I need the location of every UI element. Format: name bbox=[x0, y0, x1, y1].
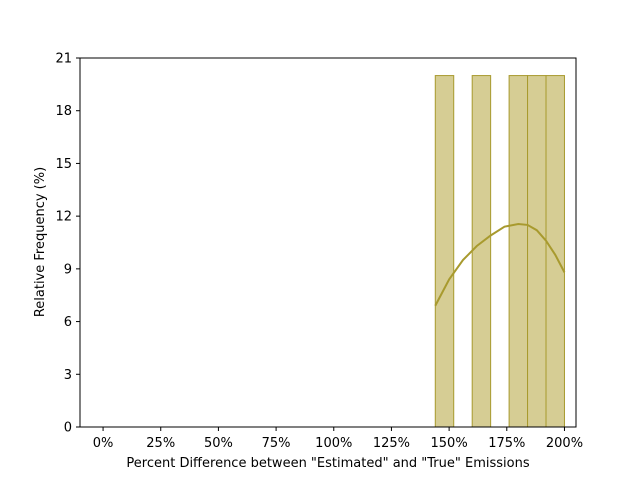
y-tick-label: 6 bbox=[64, 315, 72, 330]
histogram-bar-2 bbox=[508, 75, 529, 428]
y-tick-label: 3 bbox=[64, 368, 72, 383]
bars-layer bbox=[434, 75, 565, 428]
y-axis: 0 3 6 9 12 15 18 21 bbox=[55, 52, 80, 436]
y-tick-label: 9 bbox=[64, 262, 72, 277]
x-tick-label: 200% bbox=[546, 436, 583, 451]
x-tick-label: 100% bbox=[315, 436, 352, 451]
kde-curve bbox=[434, 223, 566, 307]
y-tick-label: 21 bbox=[55, 52, 72, 67]
y-tick-label: 15 bbox=[55, 157, 72, 172]
x-tick-label: 75% bbox=[262, 436, 291, 451]
y-tick-label: 12 bbox=[55, 210, 72, 225]
plot-frame bbox=[79, 57, 577, 428]
x-tick-label: 150% bbox=[431, 436, 468, 451]
x-tick-label: 125% bbox=[373, 436, 410, 451]
x-axis: 0% 25% 50% 75% 100% 125% 150% 175% 200% bbox=[93, 427, 583, 451]
y-tick-label: 18 bbox=[55, 104, 72, 119]
x-axis-label: Percent Difference between "Estimated" a… bbox=[126, 456, 529, 471]
x-tick-label: 50% bbox=[204, 436, 233, 451]
y-axis-label: Relative Frequency (%) bbox=[33, 167, 48, 317]
x-tick-label: 25% bbox=[146, 436, 175, 451]
histogram-bar-0 bbox=[434, 75, 455, 428]
histogram-bar-4 bbox=[545, 75, 565, 428]
histogram-bar-3 bbox=[527, 75, 547, 428]
y-tick-label: 0 bbox=[64, 421, 72, 436]
x-tick-label: 0% bbox=[93, 436, 114, 451]
x-tick-label: 175% bbox=[488, 436, 525, 451]
histogram-bar-1 bbox=[471, 75, 492, 428]
